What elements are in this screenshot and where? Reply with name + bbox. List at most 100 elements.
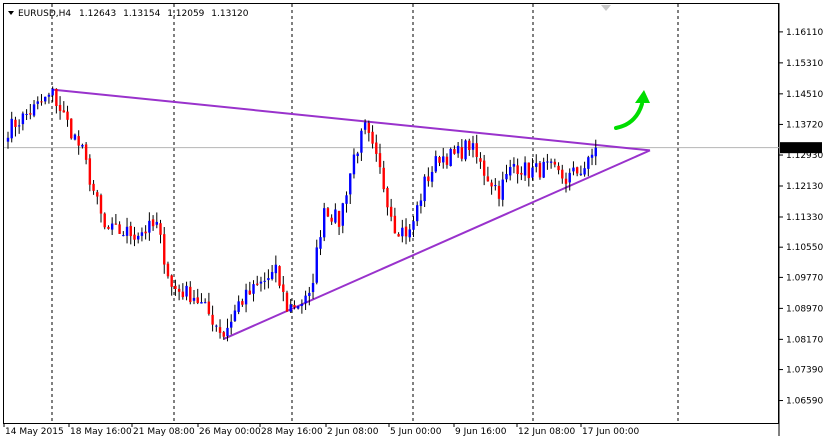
candle-body <box>423 176 426 202</box>
candle <box>174 279 177 296</box>
candle <box>408 223 411 242</box>
candle-body <box>304 295 307 304</box>
candle-body <box>29 113 32 115</box>
candle <box>583 161 586 177</box>
candle <box>40 94 43 106</box>
candle-body <box>468 140 471 151</box>
candle <box>553 158 557 168</box>
candle <box>442 147 445 169</box>
price-axis: 1.16110 1.15310 1.14510 1.13720 1.12930 1.121… <box>779 28 823 407</box>
candle <box>538 160 542 180</box>
candle-body <box>230 321 233 328</box>
grid-layer <box>51 4 679 423</box>
candle-body <box>490 182 493 187</box>
candle <box>594 139 597 166</box>
candle-body <box>192 297 196 301</box>
price-tick-label: 1.09770 <box>786 273 823 283</box>
dropdown-triangle-icon[interactable] <box>8 11 14 15</box>
candle-body <box>32 104 36 116</box>
candle <box>438 155 441 167</box>
candle-body <box>270 271 274 280</box>
candle-body <box>315 247 318 283</box>
candle <box>416 201 419 227</box>
candle-body <box>263 280 266 282</box>
candle-body <box>363 122 367 130</box>
candle-body <box>241 301 244 305</box>
candle-body <box>408 229 411 238</box>
header-low: 1.12059 <box>167 9 204 19</box>
candle-body <box>25 113 28 115</box>
candle-body <box>497 185 501 199</box>
candle <box>133 226 136 247</box>
candle <box>166 261 170 279</box>
candle <box>490 179 493 195</box>
candle-body <box>323 208 326 238</box>
candle <box>549 158 553 169</box>
candle <box>349 173 352 205</box>
candle <box>375 134 378 162</box>
candle-body <box>99 195 103 214</box>
candle-body <box>345 195 348 204</box>
candle <box>137 232 140 244</box>
candle-body <box>404 226 408 237</box>
candle-body <box>259 281 263 284</box>
candle-body <box>494 185 497 187</box>
candle <box>107 225 110 230</box>
candle-body <box>516 165 519 175</box>
candle <box>177 284 181 301</box>
candle-body <box>412 221 415 230</box>
candle <box>185 281 188 301</box>
candle <box>445 153 449 169</box>
candle <box>51 86 54 102</box>
candle <box>282 275 285 302</box>
up-arrow-icon <box>614 102 644 130</box>
candle <box>412 216 415 238</box>
time-tick-label: 12 Jun 08:00 <box>518 427 575 437</box>
candle <box>218 319 222 339</box>
candle-body <box>218 327 222 333</box>
candle-body <box>509 166 512 176</box>
candle-body <box>382 167 385 190</box>
candle-body <box>62 110 65 113</box>
candle-body <box>278 266 281 286</box>
candle-body <box>326 208 330 217</box>
candle <box>293 300 296 310</box>
candle <box>248 281 251 295</box>
candle-body <box>44 96 47 102</box>
candle <box>471 135 475 158</box>
candle <box>17 119 21 134</box>
candle-body <box>546 161 549 163</box>
candle-body <box>47 94 51 97</box>
header-close: 1.13120 <box>211 9 248 19</box>
candle <box>88 154 92 192</box>
candle <box>557 162 560 175</box>
candle <box>244 283 248 313</box>
candle <box>494 178 497 191</box>
candle <box>84 142 88 165</box>
candle <box>289 298 292 314</box>
candle <box>575 166 579 177</box>
candle-body <box>523 162 527 176</box>
candle-body <box>587 157 590 169</box>
candle <box>497 180 501 207</box>
candle <box>319 230 322 256</box>
candle-body <box>352 154 356 175</box>
candle-body <box>434 156 437 172</box>
candle <box>207 292 211 316</box>
candle <box>486 166 490 182</box>
price-tick-label: 1.14510 <box>786 90 823 100</box>
candle-body <box>456 145 460 154</box>
candle <box>363 119 367 135</box>
candle <box>356 151 359 164</box>
candle <box>25 109 28 120</box>
candle-body <box>114 223 118 225</box>
candle <box>587 155 590 177</box>
candle-body <box>110 223 114 230</box>
candle-body <box>129 225 132 237</box>
candle <box>92 180 95 195</box>
candle-body <box>349 173 352 195</box>
candle <box>103 212 106 230</box>
candle <box>535 154 538 173</box>
candle-body <box>501 179 504 200</box>
